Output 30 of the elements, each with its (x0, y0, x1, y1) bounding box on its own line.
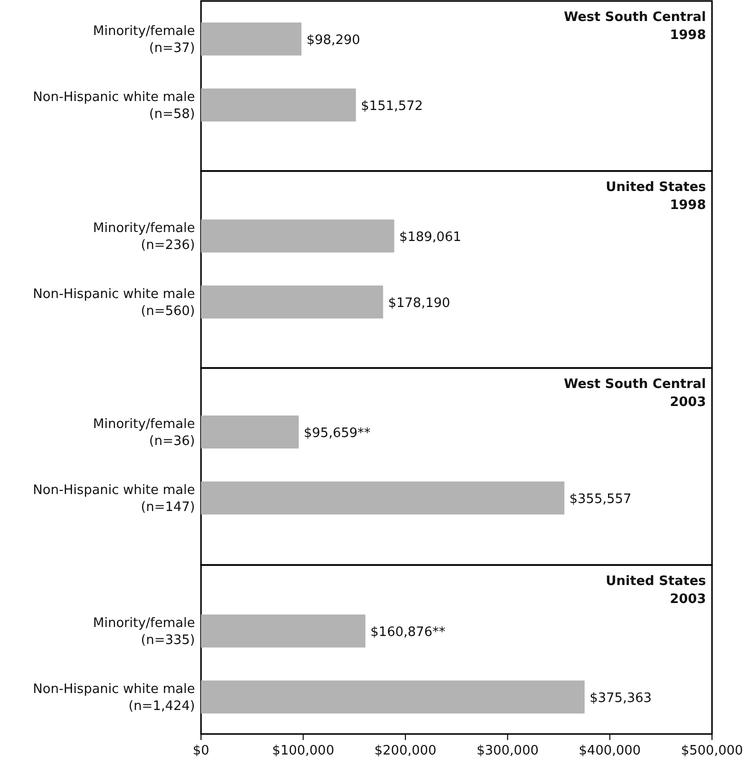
data-label: $98,290 (306, 33, 360, 48)
data-label: $151,572 (360, 99, 423, 114)
x-tick-label: $500,000 (680, 744, 744, 759)
text: West South Central (564, 10, 706, 25)
text: United States (606, 180, 706, 195)
text: United States (606, 574, 706, 589)
y-tick-label: Minority/female (n=236) (93, 221, 195, 253)
text: 2003 (670, 395, 706, 410)
y-tick-label: Non-Hispanic white male (n=1,424) (32, 682, 195, 714)
data-label: $95,659** (304, 426, 372, 441)
data-label: $160,876** (370, 625, 446, 640)
y-tick-label: Minority/female (n=36) (93, 417, 195, 449)
x-tick-label: $0 (192, 744, 210, 759)
x-tick-label: $200,000 (374, 744, 436, 759)
x-tick-label: $400,000 (578, 744, 641, 759)
y-tick-label: Non-Hispanic white male (n=560) (32, 287, 195, 319)
y-tick-label: Non-Hispanic white male (n=58) (32, 90, 195, 122)
text: 1998 (670, 28, 706, 43)
y-tick-label: Minority/female (n=335) (93, 616, 195, 648)
text: 1998 (670, 198, 706, 213)
data-label: $355,557 (569, 492, 632, 507)
y-tick-label: Non-Hispanic white male (n=147) (32, 483, 195, 515)
data-label: $189,061 (399, 230, 462, 245)
data-label: $375,363 (590, 691, 652, 706)
text: West South Central (564, 377, 706, 392)
y-tick-label: Minority/female (n=37) (93, 24, 195, 56)
text: 2003 (670, 592, 706, 607)
data-label: $178,190 (388, 296, 450, 311)
x-tick-label: $300,000 (476, 744, 539, 759)
x-tick-label: $100,000 (272, 744, 334, 759)
